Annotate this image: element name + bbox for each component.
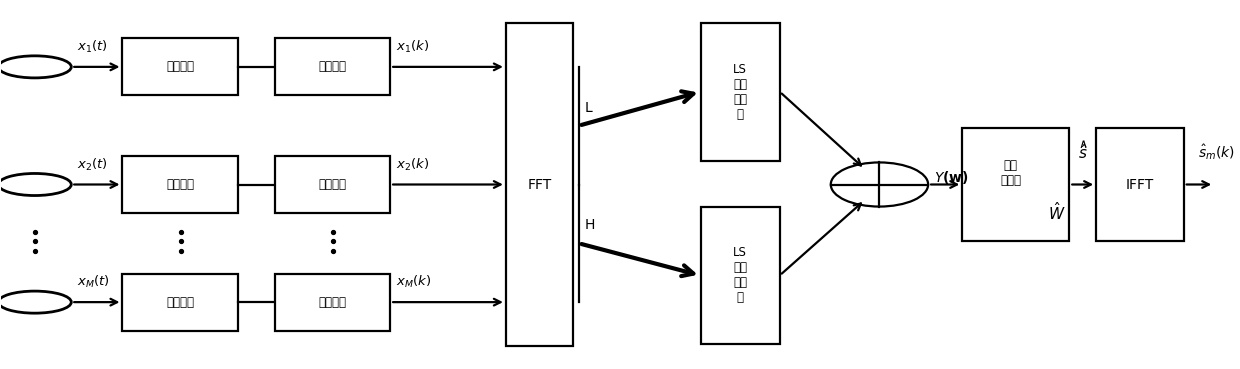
Text: $\mathit{x}_\mathit{2}(\mathit{k})$: $\mathit{x}_\mathit{2}(\mathit{k})$ [397,156,429,173]
Text: $\hat{s}_m(k)$: $\hat{s}_m(k)$ [1198,143,1235,162]
Bar [506,23,573,346]
Text: $\mathit{x}_\mathit{M}(\mathit{t})$: $\mathit{x}_\mathit{M}(\mathit{t})$ [77,274,110,290]
Text: $\hat{s}$: $\hat{s}$ [1078,144,1087,162]
Text: $\hat{W}$: $\hat{W}$ [1048,201,1065,223]
Text: H: H [585,218,595,232]
Bar [123,274,238,331]
Text: $\mathit{x}_\mathit{M}(\mathit{k})$: $\mathit{x}_\mathit{M}(\mathit{k})$ [397,274,432,290]
Text: 延时对齐: 延时对齐 [166,178,195,191]
Text: 维纳
滤波器: 维纳 滤波器 [999,159,1021,187]
Text: IFFT: IFFT [1126,177,1154,192]
Text: L: L [585,101,593,115]
Text: LS
波束
形成
器: LS 波束 形成 器 [733,246,746,304]
Text: LS
波束
形成
器: LS 波束 形成 器 [733,63,746,121]
Text: 分帧加窗: 分帧加窗 [319,296,346,308]
Text: $\wedge$: $\wedge$ [1078,138,1087,151]
Text: 延时对齐: 延时对齐 [166,61,195,73]
Bar [123,156,238,213]
Bar [701,207,780,344]
Text: 分帧加窗: 分帧加窗 [319,178,346,191]
Text: $\mathbf{\mathit{Y}(w)}$: $\mathbf{\mathit{Y}(w)}$ [934,169,968,186]
Bar [701,23,780,161]
Bar [123,38,238,95]
Text: 分帧加窗: 分帧加窗 [319,61,346,73]
Bar [1096,128,1184,241]
Text: $\mathit{x}_\mathit{1}(\mathit{k})$: $\mathit{x}_\mathit{1}(\mathit{k})$ [397,39,429,55]
Bar [274,274,391,331]
Bar [962,128,1069,241]
Text: 延时对齐: 延时对齐 [166,296,195,308]
Text: FFT: FFT [527,177,552,192]
Text: $\mathit{x}_\mathit{2}(\mathit{t})$: $\mathit{x}_\mathit{2}(\mathit{t})$ [77,156,108,173]
Bar [274,156,391,213]
Text: $\mathit{x}_\mathit{1}(\mathit{t})$: $\mathit{x}_\mathit{1}(\mathit{t})$ [77,39,108,55]
Bar [274,38,391,95]
